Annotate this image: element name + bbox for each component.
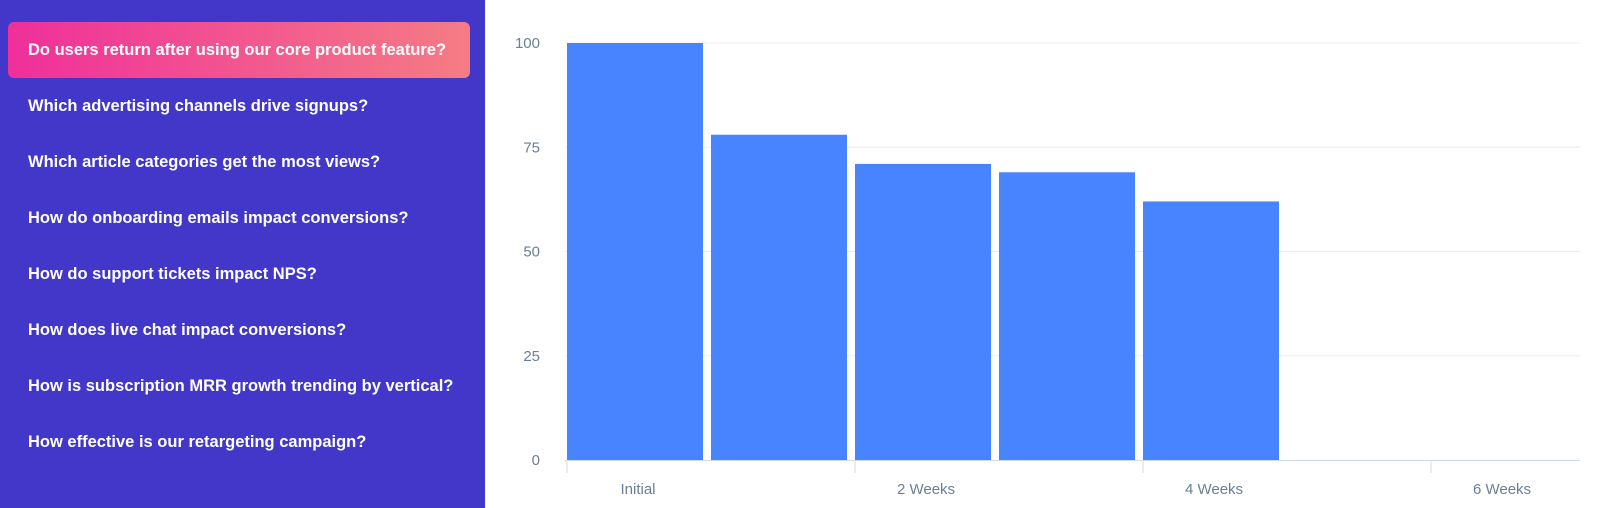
x-tick-label: 6 Weeks xyxy=(1473,481,1531,498)
sidebar-item-label: How is subscription MRR growth trending … xyxy=(28,376,454,395)
sidebar-item-subscription-mrr[interactable]: How is subscription MRR growth trending … xyxy=(8,358,470,414)
bar xyxy=(567,43,703,460)
sidebar-item-label: How do onboarding emails impact conversi… xyxy=(28,208,409,227)
retention-chart-panel: 0 25 50 75 100 Initial 2 Weeks 4 Weeks 6 Weeks xyxy=(485,0,1600,508)
y-tick-label: 75 xyxy=(523,139,540,156)
sidebar-item-label: How effective is our retargeting campaig… xyxy=(28,432,367,451)
question-sidebar: Do users return after using our core pro… xyxy=(0,0,485,508)
sidebar-item-article-categories[interactable]: Which article categories get the most vi… xyxy=(8,134,470,190)
sidebar-item-advertising-channels[interactable]: Which advertising channels drive signups… xyxy=(8,78,470,134)
sidebar-item-label: Which article categories get the most vi… xyxy=(28,152,381,171)
sidebar-item-retargeting-campaign[interactable]: How effective is our retargeting campaig… xyxy=(8,414,470,470)
retention-bar-chart: 0 25 50 75 100 Initial 2 Weeks 4 Weeks 6 Weeks xyxy=(515,35,1580,498)
bar xyxy=(999,172,1135,460)
sidebar-item-label: How do support tickets impact NPS? xyxy=(28,264,317,283)
y-tick-label: 25 xyxy=(523,348,540,365)
sidebar-item-onboarding-emails[interactable]: How do onboarding emails impact conversi… xyxy=(8,190,470,246)
sidebar-item-core-feature-return[interactable]: Do users return after using our core pro… xyxy=(8,22,470,78)
bar xyxy=(711,134,847,461)
x-tick-label: 4 Weeks xyxy=(1185,481,1243,498)
sidebar-item-label: Which advertising channels drive signups… xyxy=(28,96,369,115)
sidebar-item-label: Do users return after using our core pro… xyxy=(28,40,447,59)
sidebar-item-label: How does live chat impact conversions? xyxy=(28,320,347,339)
sidebar-item-live-chat[interactable]: How does live chat impact conversions? xyxy=(8,302,470,358)
bar xyxy=(1143,201,1279,460)
sidebar-item-support-tickets[interactable]: How do support tickets impact NPS? xyxy=(8,246,470,302)
y-tick-label: 100 xyxy=(515,35,540,52)
y-tick-label: 0 xyxy=(532,452,540,469)
y-tick-label: 50 xyxy=(523,244,540,261)
x-tick-label: Initial xyxy=(620,481,655,498)
bar xyxy=(855,163,991,460)
x-tick-label: 2 Weeks xyxy=(897,481,955,498)
